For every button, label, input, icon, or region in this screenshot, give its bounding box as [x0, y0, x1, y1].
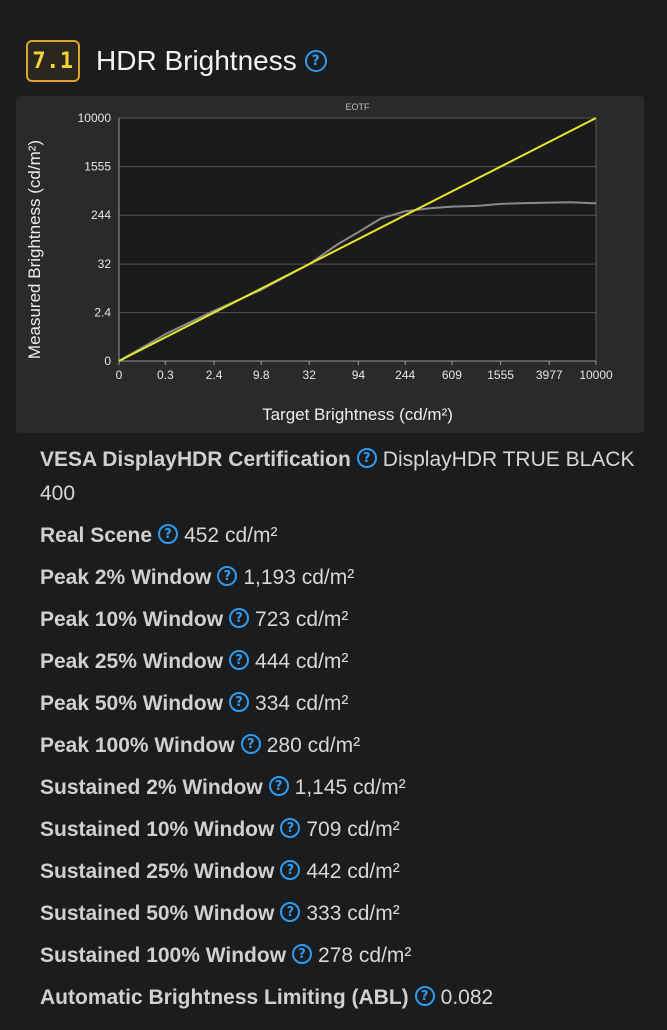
spec-row: Peak 10% Window? 723 cd/m² — [40, 603, 640, 637]
chart-title: EOTF — [346, 102, 371, 112]
spec-label: Peak 2% Window — [40, 566, 212, 589]
y-tick-label: 1555 — [84, 160, 111, 174]
spec-value: 723 cd/m² — [255, 608, 349, 631]
spec-value: 1,145 cd/m² — [294, 776, 406, 799]
spec-value: 333 cd/m² — [306, 902, 400, 925]
spec-row: Automatic Brightness Limiting (ABL)? 0.08… — [40, 981, 640, 1015]
spec-row: Peak 50% Window? 334 cd/m² — [40, 687, 640, 721]
spec-row: Sustained 10% Window? 709 cd/m² — [40, 813, 640, 847]
question-circle-icon[interactable]: ? — [304, 50, 327, 72]
x-tick-label: 32 — [303, 368, 317, 382]
spec-value: 1,193 cd/m² — [243, 566, 355, 589]
spec-label: Sustained 2% Window — [40, 776, 263, 799]
question-circle-icon[interactable]: ? — [280, 860, 301, 881]
question-circle-icon[interactable]: ? — [280, 902, 301, 923]
spec-row: Peak 25% Window? 444 cd/m² — [40, 645, 640, 679]
target-eotf-line — [118, 117, 597, 362]
question-circle-icon[interactable]: ? — [356, 448, 377, 469]
x-tick-label: 1555 — [487, 368, 514, 382]
spec-row: Sustained 2% Window? 1,145 cd/m² — [40, 771, 640, 805]
spec-value: 280 cd/m² — [266, 734, 361, 757]
x-tick-label: 244 — [395, 368, 415, 382]
x-tick-label: 10000 — [579, 368, 613, 382]
spec-list: VESA DisplayHDR Certification? DisplayHDR… — [40, 443, 640, 1023]
spec-value: 442 cd/m² — [306, 860, 400, 883]
spec-label: VESA DisplayHDR Certification — [40, 448, 351, 471]
spec-row: Peak 100% Window? 280 cd/m² — [40, 729, 640, 763]
spec-row: Sustained 50% Window? 333 cd/m² — [40, 897, 640, 931]
y-tick-label: 10000 — [78, 111, 112, 125]
x-tick-label: 94 — [352, 368, 366, 382]
spec-label: Real Scene — [40, 524, 153, 547]
eotf-chart: EOTF 0 2.4 32 244 1555 10000 0 0.3 2.4 9.8 32 94 244 6… — [16, 96, 644, 433]
spec-label: Peak 10% Window — [40, 608, 224, 631]
y-tick-label: 244 — [91, 208, 111, 222]
x-tick-label: 3977 — [536, 368, 563, 382]
y-tick-label: 32 — [98, 257, 112, 271]
question-circle-icon[interactable]: ? — [292, 944, 313, 965]
spec-value: 278 cd/m² — [318, 944, 412, 967]
score-badge: 7.1 — [26, 40, 80, 82]
spec-label: Sustained 10% Window — [40, 818, 275, 841]
question-circle-icon[interactable]: ? — [229, 692, 250, 713]
x-tick-label: 0 — [116, 368, 123, 382]
spec-label: Sustained 100% Window — [40, 944, 287, 967]
spec-label: Peak 25% Window — [40, 650, 224, 673]
spec-row: Peak 2% Window? 1,193 cd/m² — [40, 561, 640, 595]
y-tick-label: 0 — [104, 354, 111, 368]
question-circle-icon[interactable]: ? — [229, 608, 250, 629]
spec-label: Sustained 25% Window — [40, 860, 275, 883]
spec-value: 709 cd/m² — [306, 818, 400, 841]
question-circle-icon[interactable]: ? — [240, 734, 261, 755]
spec-value: DisplayHDR TRUE BLACK 400 — [40, 448, 635, 505]
question-circle-icon[interactable]: ? — [268, 776, 289, 797]
spec-row: Sustained 100% Window? 278 cd/m² — [40, 939, 640, 973]
spec-value: 452 cd/m² — [184, 524, 278, 547]
section-header: 7.1 HDR Brightness ? — [26, 38, 327, 84]
section-title: HDR Brightness — [96, 45, 297, 76]
spec-label: Sustained 50% Window — [40, 902, 275, 925]
y-axis-label: Measured Brightness (cd/m²) — [25, 140, 44, 359]
x-axis-label: Target Brightness (cd/m²) — [262, 405, 453, 424]
question-circle-icon[interactable]: ? — [280, 818, 301, 839]
spec-value: 444 cd/m² — [255, 650, 349, 673]
question-circle-icon[interactable]: ? — [414, 986, 435, 1007]
spec-value: 0.082 — [440, 986, 494, 1009]
x-tick-label: 9.8 — [253, 368, 270, 382]
spec-row: Sustained 25% Window? 442 cd/m² — [40, 855, 640, 889]
spec-row: Real Scene? 452 cd/m² — [40, 519, 640, 553]
spec-label: Peak 100% Window — [40, 734, 235, 757]
x-tick-label: 2.4 — [206, 368, 223, 382]
y-tick-label: 2.4 — [94, 306, 111, 320]
eotf-chart-svg: EOTF 0 2.4 32 244 1555 10000 0 0.3 2.4 9.8 32 94 244 6… — [25, 102, 613, 424]
spec-label: Automatic Brightness Limiting (ABL) — [40, 986, 409, 1009]
question-circle-icon[interactable]: ? — [158, 524, 179, 545]
x-tick-label: 0.3 — [157, 368, 174, 382]
question-circle-icon[interactable]: ? — [217, 566, 238, 587]
question-circle-icon[interactable]: ? — [229, 650, 250, 671]
spec-value: 334 cd/m² — [255, 692, 349, 715]
spec-label: Peak 50% Window — [40, 692, 224, 715]
spec-row: VESA DisplayHDR Certification? DisplayHDR… — [40, 443, 640, 511]
x-tick-label: 609 — [442, 368, 462, 382]
